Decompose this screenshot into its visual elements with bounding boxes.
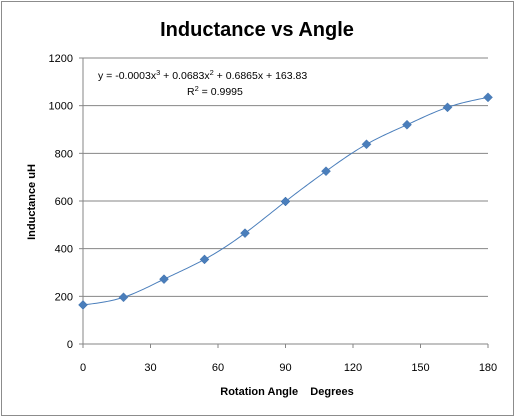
data-point — [240, 228, 250, 239]
data-point — [159, 274, 169, 285]
inductance-chart: Inductance vs Angle 02004006008001000120… — [26, 19, 498, 398]
chart-title: Inductance vs Angle — [160, 19, 354, 41]
x-tick-label: 0 — [80, 362, 86, 374]
point-layer — [78, 92, 493, 310]
x-tick-label: 120 — [344, 362, 362, 374]
y-axis-label: Inductance uH — [26, 164, 38, 240]
x-tick-label: 90 — [279, 362, 291, 374]
data-point — [199, 254, 210, 265]
data-point — [442, 102, 453, 113]
axis-layer — [79, 57, 489, 348]
data-point — [402, 119, 412, 130]
y-tick-label: 0 — [67, 339, 73, 351]
y-tick-label: 1000 — [49, 101, 73, 113]
x-tick-label: 180 — [479, 362, 497, 374]
data-point — [78, 300, 88, 310]
data-point — [321, 166, 331, 177]
trendline-equation: y = -0.0003x3 + 0.0683x2 + 0.6865x + 163… — [98, 68, 307, 82]
data-point — [361, 139, 372, 150]
r-squared-label: R2 = 0.9995 — [187, 84, 243, 98]
x-tick-label: 60 — [212, 362, 224, 374]
y-tick-label: 1200 — [49, 53, 73, 65]
y-tick-label: 600 — [55, 196, 73, 208]
data-point — [483, 92, 493, 103]
y-tick-label: 400 — [55, 244, 73, 256]
y-tick-label: 800 — [55, 148, 73, 160]
data-point — [118, 292, 129, 303]
x-tick-label: 150 — [411, 362, 429, 374]
data-point — [280, 196, 291, 207]
x-axis-label: Rotation Angle Degrees — [220, 386, 353, 398]
x-tick-label: 30 — [144, 362, 156, 374]
y-tick-label: 200 — [55, 291, 73, 303]
tick-layer: 0 200 400 600 800 1000 1200 0 30 60 90 120 150 180 — [49, 53, 498, 374]
grid-layer — [83, 57, 488, 297]
